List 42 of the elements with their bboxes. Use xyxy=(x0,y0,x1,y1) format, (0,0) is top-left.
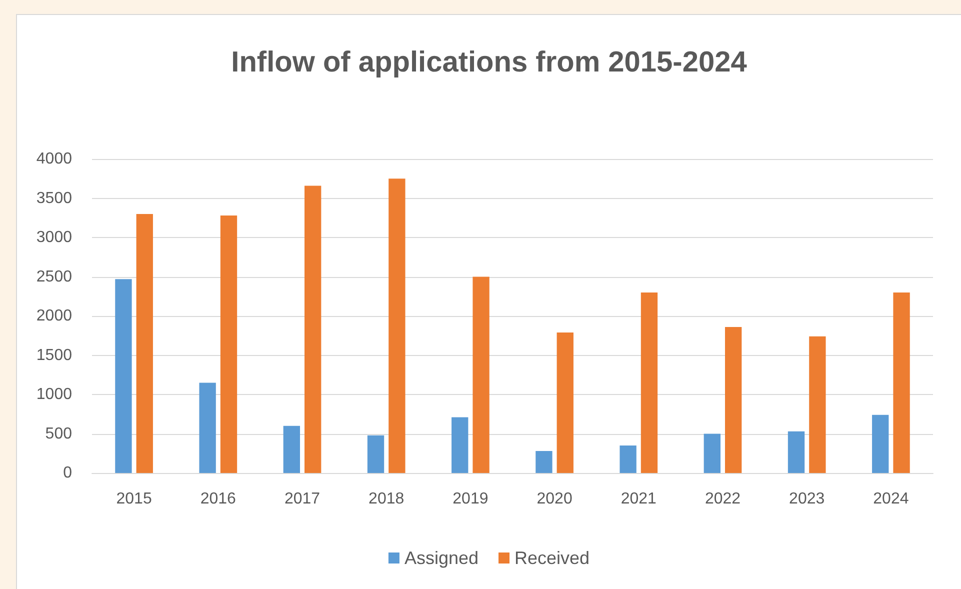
bar xyxy=(452,417,468,473)
y-tick-label: 500 xyxy=(45,425,72,442)
x-tick-label: 2020 xyxy=(536,490,572,508)
bar xyxy=(199,382,216,473)
y-tick-label: 0 xyxy=(63,464,72,482)
bar xyxy=(556,332,574,473)
x-tick-label: 2023 xyxy=(789,490,825,508)
x-tick-label: 2021 xyxy=(620,490,657,508)
bar xyxy=(809,336,826,473)
bar xyxy=(788,431,805,473)
x-tick-label: 2015 xyxy=(116,490,152,508)
y-tick-label: 3500 xyxy=(36,190,72,207)
bar xyxy=(115,279,132,473)
legend-label: Received xyxy=(514,548,590,568)
bar xyxy=(367,435,384,473)
y-tick-label: 2500 xyxy=(36,268,72,286)
x-tick-label: 2017 xyxy=(284,490,320,508)
bar xyxy=(220,216,238,473)
legend-label: Assigned xyxy=(404,548,479,568)
bar xyxy=(620,446,636,473)
x-tick-label: 2019 xyxy=(452,490,488,508)
bar xyxy=(136,214,153,473)
bar xyxy=(872,414,889,473)
bar xyxy=(304,186,322,473)
bar xyxy=(704,434,720,473)
bar xyxy=(388,178,406,473)
x-tick-label: 2022 xyxy=(704,490,741,508)
chart-title: Inflow of applications from 2015-2024 xyxy=(231,46,747,78)
y-tick-label: 1500 xyxy=(36,346,72,364)
y-tick-label: 1000 xyxy=(36,386,72,403)
x-tick-label: 2018 xyxy=(368,490,404,508)
x-tick-label: 2024 xyxy=(873,490,909,508)
y-tick-label: 4000 xyxy=(36,150,72,168)
bar xyxy=(472,276,490,473)
bar xyxy=(640,292,658,473)
y-tick-label: 3000 xyxy=(36,229,72,246)
bar xyxy=(536,451,552,473)
bar xyxy=(893,292,910,473)
y-tick-label: 2000 xyxy=(36,308,72,324)
bar xyxy=(283,426,300,473)
x-tick-label: 2016 xyxy=(200,490,236,508)
bar xyxy=(725,326,742,473)
